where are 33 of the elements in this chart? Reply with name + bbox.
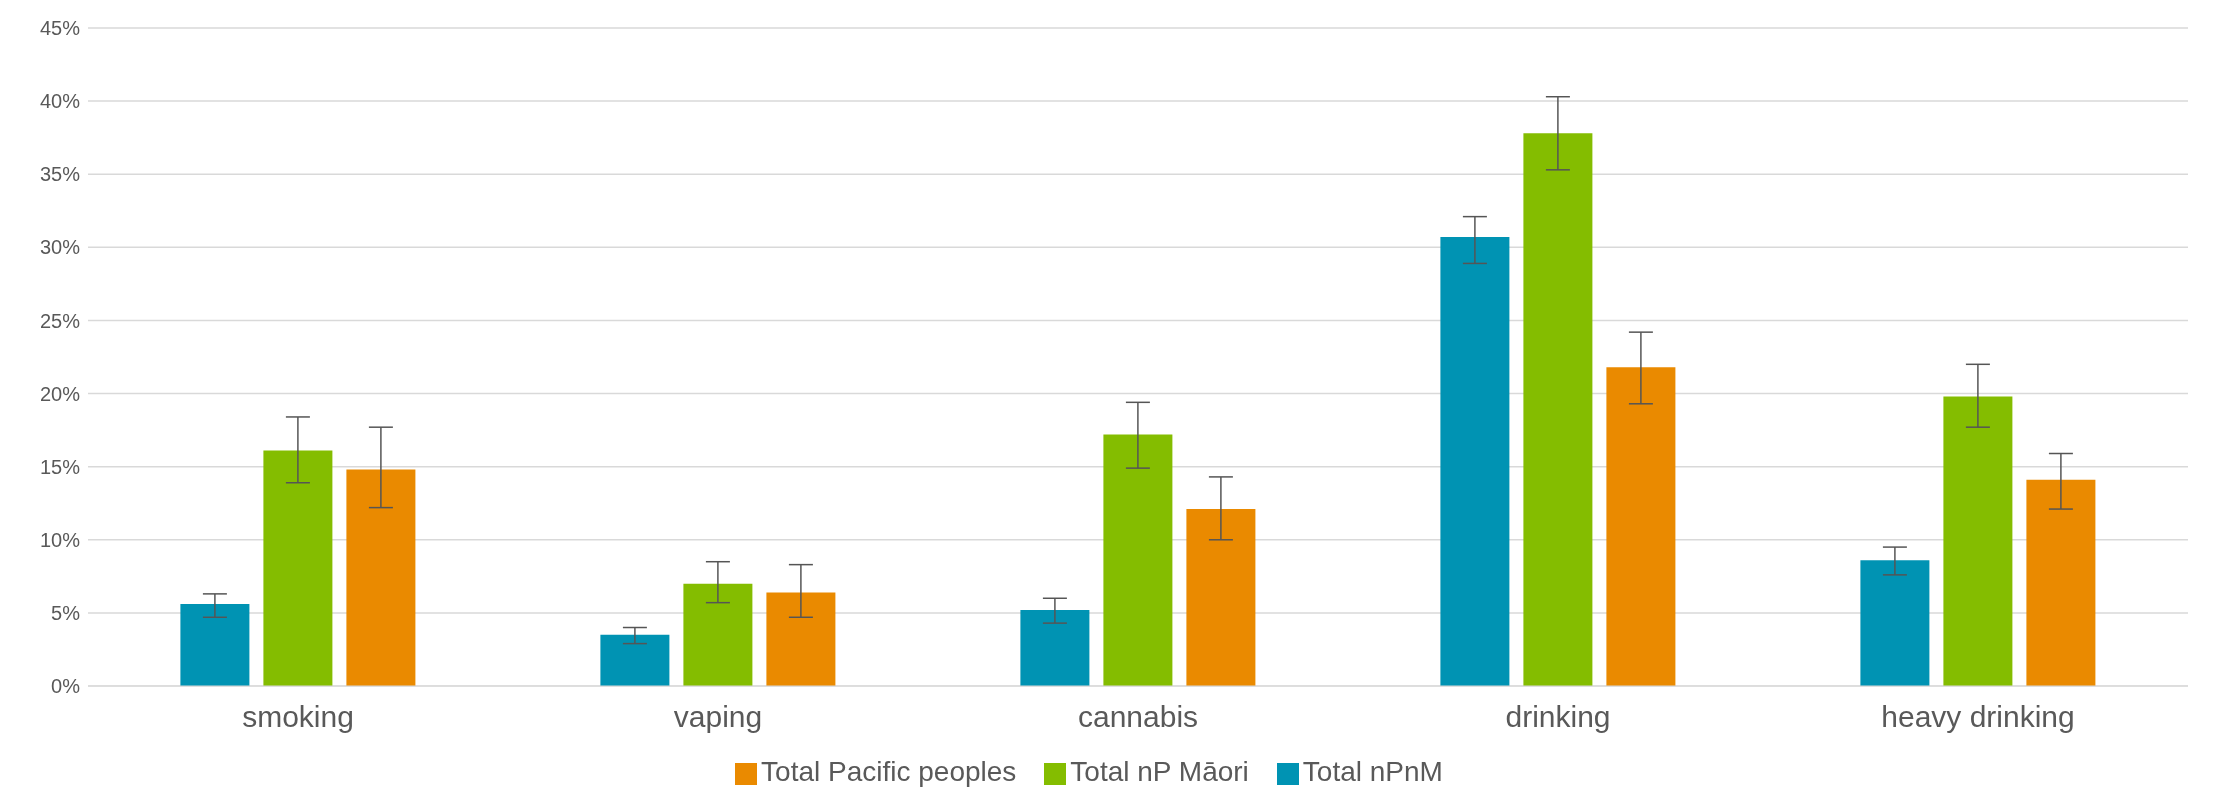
legend-label: Total nP Māori [1070, 756, 1249, 787]
bar [1860, 560, 1930, 686]
bar [683, 583, 753, 686]
legend-label: Total nPnM [1302, 756, 1443, 787]
bar [263, 450, 333, 686]
y-tick-label: 25% [39, 309, 81, 332]
x-tick-label: vaping [673, 700, 763, 734]
x-tick-label: smoking [242, 700, 354, 734]
y-tick-label: 0% [51, 675, 81, 698]
y-tick-label: 35% [39, 163, 81, 186]
bar [766, 592, 836, 686]
bar [1943, 396, 2013, 686]
bar [1020, 609, 1090, 686]
y-tick-label: 10% [39, 528, 81, 551]
bar [1440, 237, 1510, 686]
bar [1103, 434, 1173, 686]
y-tick-label: 45% [39, 17, 81, 40]
bar [1606, 367, 1676, 686]
bar [1186, 509, 1256, 686]
bar [1523, 133, 1593, 686]
bar [600, 634, 670, 686]
x-tick-label: drinking [1505, 700, 1611, 734]
y-tick-label: 15% [39, 455, 81, 478]
y-tick-label: 5% [51, 601, 81, 624]
bar [2026, 479, 2096, 686]
y-tick-label: 30% [39, 236, 81, 259]
bar [346, 469, 416, 686]
bar [180, 604, 250, 686]
x-tick-label: cannabis [1077, 700, 1199, 734]
y-tick-label: 20% [39, 382, 81, 405]
legend-label: Total Pacific peoples [761, 756, 1017, 787]
y-tick-label: 40% [39, 90, 81, 113]
x-tick-label: heavy drinking [1881, 700, 2075, 734]
